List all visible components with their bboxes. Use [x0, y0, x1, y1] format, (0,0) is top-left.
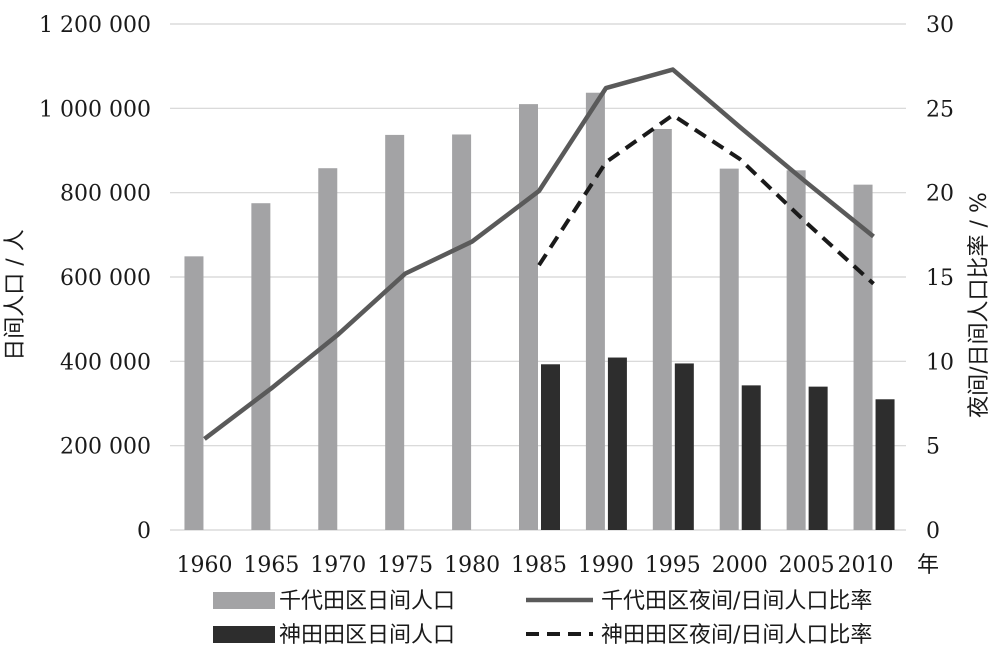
x-tick-label: 1975	[377, 553, 433, 578]
y-axis-title: 日间人口 / 人	[3, 229, 28, 360]
y-tick-label: 600 000	[60, 266, 151, 291]
lines	[203, 67, 875, 441]
x-tick-label: 1990	[578, 553, 634, 578]
legend-label: 神田田区夜间/日间人口比率	[601, 623, 872, 648]
bar	[875, 399, 895, 530]
x-tick-label: 1965	[243, 553, 299, 578]
y2-tick-label: 0	[926, 519, 940, 544]
legend-label: 神田田区日间人口	[279, 623, 455, 648]
bar	[674, 363, 694, 530]
legend-label: 千代田区日间人口	[279, 589, 455, 614]
y2-axis-title: 夜间/日间人口比率 / %	[967, 192, 992, 418]
legend-swatch	[213, 592, 275, 609]
y-tick-label: 200 000	[60, 435, 151, 460]
y2-tick-label: 20	[926, 182, 954, 207]
legend-swatch	[213, 626, 275, 643]
y2-tick-label: 30	[926, 13, 954, 38]
x-tick-label: 1960	[176, 553, 232, 578]
bar	[607, 357, 627, 530]
bar	[652, 128, 672, 530]
bar	[519, 104, 538, 530]
bar	[585, 92, 605, 531]
bar	[853, 184, 873, 530]
y-tick-label: 1 000 000	[39, 97, 151, 122]
y2-tick-label: 10	[926, 350, 954, 375]
bar	[251, 203, 271, 531]
ticks: 0 0 200 000 5 400 000 10 600 000 15 800 000 20 1 0…	[39, 13, 954, 578]
x-tick-label: 1985	[511, 553, 567, 578]
x-tick-label: 2010	[838, 553, 894, 578]
x-axis-unit: 年	[917, 553, 939, 578]
bar	[719, 168, 739, 531]
x-tick-label: 2005	[779, 553, 835, 578]
bar	[541, 364, 560, 530]
x-tick-label: 1980	[444, 553, 500, 578]
x-tick-label: 2000	[712, 553, 768, 578]
bar	[385, 134, 405, 531]
bar	[786, 170, 806, 530]
x-tick-label: 1970	[310, 553, 366, 578]
bar	[452, 134, 472, 530]
x-tick-label: 1995	[645, 553, 701, 578]
y-tick-label: 1 200 000	[39, 13, 151, 38]
bars	[184, 92, 895, 531]
y-tick-label: 800 000	[60, 182, 151, 207]
bar	[741, 385, 761, 530]
series-line	[203, 67, 875, 441]
y2-tick-label: 5	[926, 435, 940, 460]
bar	[184, 256, 204, 530]
y-tick-label: 0	[137, 519, 151, 544]
bar	[808, 386, 828, 530]
bar	[318, 168, 338, 530]
y2-tick-label: 25	[926, 97, 954, 122]
legend-label: 千代田区夜间/日间人口比率	[601, 589, 872, 614]
y2-tick-label: 15	[926, 266, 954, 291]
y-tick-label: 400 000	[60, 350, 151, 375]
